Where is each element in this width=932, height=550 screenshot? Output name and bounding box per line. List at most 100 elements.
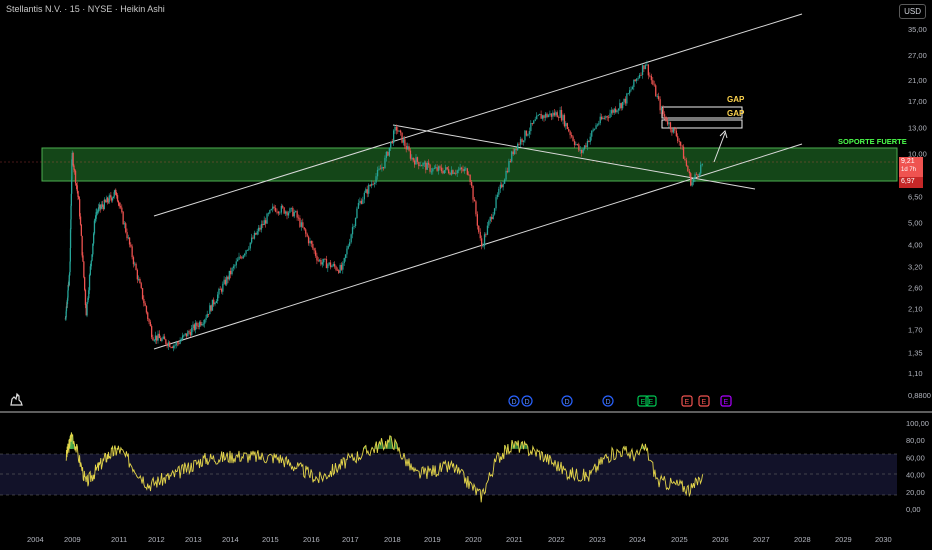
price-axis-tick: 3,20 xyxy=(908,263,923,272)
gap-zone-upper xyxy=(661,106,743,119)
candle-body xyxy=(174,345,176,347)
price-axis-tick: 2,10 xyxy=(908,305,923,314)
candle-body xyxy=(269,210,271,214)
currency-button[interactable]: USD xyxy=(899,4,926,19)
earnings-marker-icon[interactable] xyxy=(720,395,732,407)
candle-body xyxy=(524,130,526,141)
candle-body xyxy=(666,121,669,125)
candle-body xyxy=(74,170,77,184)
candle-body xyxy=(320,259,322,265)
time-axis[interactable]: 2004 2009 2011 2012 2013 2014 2015 2016 2017 2018… xyxy=(27,535,892,544)
candle-body xyxy=(329,262,332,268)
candle-body xyxy=(388,147,390,156)
candle-body xyxy=(283,207,285,214)
earnings-marker-icon[interactable] xyxy=(637,395,649,407)
candle-body xyxy=(92,243,94,255)
candle-body xyxy=(169,342,171,347)
candle-body xyxy=(273,206,275,208)
candle-body xyxy=(449,173,451,175)
candle-body xyxy=(485,234,487,236)
candle-body xyxy=(161,338,163,341)
candle-body xyxy=(595,125,597,129)
candle-body xyxy=(262,224,264,226)
earnings-marker-icon[interactable] xyxy=(698,395,710,407)
candle-body xyxy=(113,192,115,197)
candle-body xyxy=(669,122,672,130)
tradingview-logo-icon[interactable] xyxy=(8,390,26,408)
time-axis-tick: 2027 xyxy=(753,535,770,544)
candle-body xyxy=(167,342,170,347)
candle-body xyxy=(251,237,253,243)
candle-body xyxy=(409,150,412,159)
candle-body xyxy=(293,212,295,217)
candle-body xyxy=(360,200,362,204)
candle-body xyxy=(347,245,349,249)
candle-body xyxy=(239,256,242,258)
candle-body xyxy=(472,185,474,200)
time-axis-tick: 2004 xyxy=(27,535,44,544)
price-axis-tick: 35,00 xyxy=(908,25,927,34)
candle-body xyxy=(638,74,641,78)
dividend-marker-icon[interactable] xyxy=(521,395,533,407)
earnings-marker-icon[interactable] xyxy=(681,395,693,407)
candle-body xyxy=(622,102,624,109)
oscillator-axis[interactable]: 100,00 80,00 60,00 40,00 20,00 0,00 xyxy=(906,419,929,514)
candle-body xyxy=(509,161,511,162)
candle-body xyxy=(85,304,87,316)
candle-body xyxy=(411,157,413,159)
time-axis-tick: 2025 xyxy=(671,535,688,544)
candle-body xyxy=(327,264,329,269)
candle-body xyxy=(130,244,132,247)
earnings-marker-icon[interactable] xyxy=(645,395,657,407)
candle-body xyxy=(135,263,137,270)
candle-body xyxy=(319,259,321,261)
candle-body xyxy=(252,237,254,239)
candle-body xyxy=(299,218,301,227)
candle-body xyxy=(253,232,256,239)
oscillator-axis-tick: 80,00 xyxy=(906,436,925,445)
price-axis-tick: 6,50 xyxy=(908,192,923,201)
candle-body xyxy=(230,270,232,275)
candle-body xyxy=(204,319,206,324)
candle-body xyxy=(255,232,257,235)
gap-label-upper: GAP xyxy=(727,95,745,104)
dividend-marker-icon[interactable] xyxy=(602,395,614,407)
candle-body xyxy=(173,345,175,348)
candle-body xyxy=(397,130,399,132)
price-axis[interactable]: 35,0027,0021,0017,0013,0010,008,006,505,… xyxy=(908,25,931,400)
time-axis-tick: 2016 xyxy=(303,535,320,544)
candle-body xyxy=(132,257,135,265)
candle-body xyxy=(643,65,645,70)
candle-body xyxy=(519,139,522,145)
candle-body xyxy=(542,115,544,119)
candle-body xyxy=(116,195,118,196)
dividend-marker-icon[interactable] xyxy=(508,395,520,407)
candle-body xyxy=(213,299,215,305)
candle-body xyxy=(489,217,491,221)
candle-body xyxy=(379,168,382,170)
candle-body xyxy=(518,143,520,145)
candle-body xyxy=(201,324,203,326)
candle-body xyxy=(183,334,185,336)
candle-body xyxy=(369,184,371,186)
candle-body xyxy=(630,89,632,91)
candle-body xyxy=(78,196,80,200)
candle-body xyxy=(368,184,370,194)
candle-body xyxy=(211,299,214,311)
candle-body xyxy=(272,206,274,210)
candle-body xyxy=(248,248,250,250)
time-axis-tick: 2014 xyxy=(222,535,239,544)
candle-body xyxy=(312,243,314,249)
candle-body xyxy=(266,213,268,224)
candle-body xyxy=(156,335,158,341)
candle-body xyxy=(496,194,499,198)
candle-body xyxy=(287,212,290,216)
candle-body xyxy=(300,222,303,227)
candle-body xyxy=(74,169,76,171)
candle-body xyxy=(187,331,189,337)
price-axis-tick: 0,8800 xyxy=(908,391,931,400)
dividend-marker-icon[interactable] xyxy=(561,395,573,407)
candle-body xyxy=(619,103,621,109)
candle-body xyxy=(547,115,550,118)
